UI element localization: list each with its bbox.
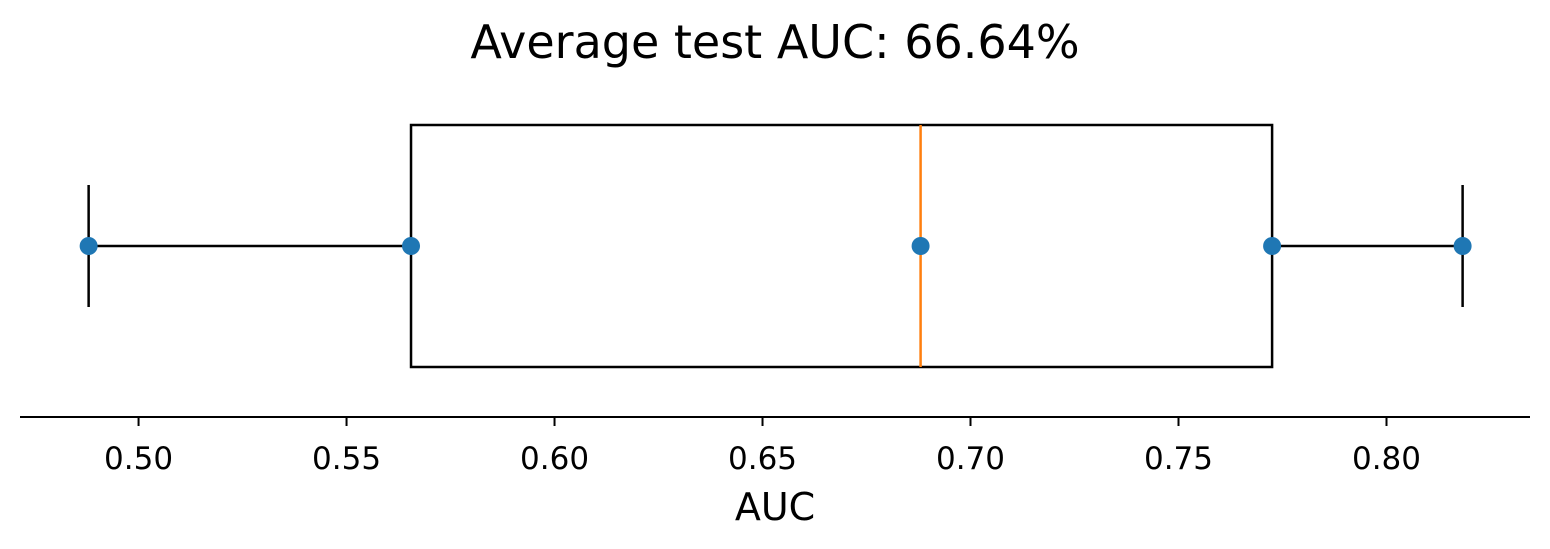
- data-point-0: [79, 237, 98, 255]
- iqr-box: [409, 123, 1274, 369]
- data-point-1: [402, 237, 421, 255]
- x-tick-label-5: 0.75: [1144, 441, 1213, 477]
- x-tick-label-1: 0.55: [312, 441, 381, 477]
- x-tick-label-3: 0.65: [728, 441, 797, 477]
- x-tick-label-2: 0.60: [520, 441, 589, 477]
- plot-area: [79, 123, 1472, 369]
- x-tick-label-4: 0.70: [936, 441, 1005, 477]
- x-tick-label-0: 0.50: [104, 441, 173, 477]
- data-point-2: [911, 237, 930, 255]
- data-point-4: [1453, 237, 1472, 255]
- x-axis: 0.50 0.55 0.60 0.65 0.70 0.75 0.80: [20, 416, 1530, 477]
- x-axis-label: AUC: [735, 485, 815, 529]
- chart-title: Average test AUC: 66.64%: [470, 15, 1079, 69]
- data-point-3: [1263, 237, 1282, 255]
- x-tick-label-6: 0.80: [1352, 441, 1421, 477]
